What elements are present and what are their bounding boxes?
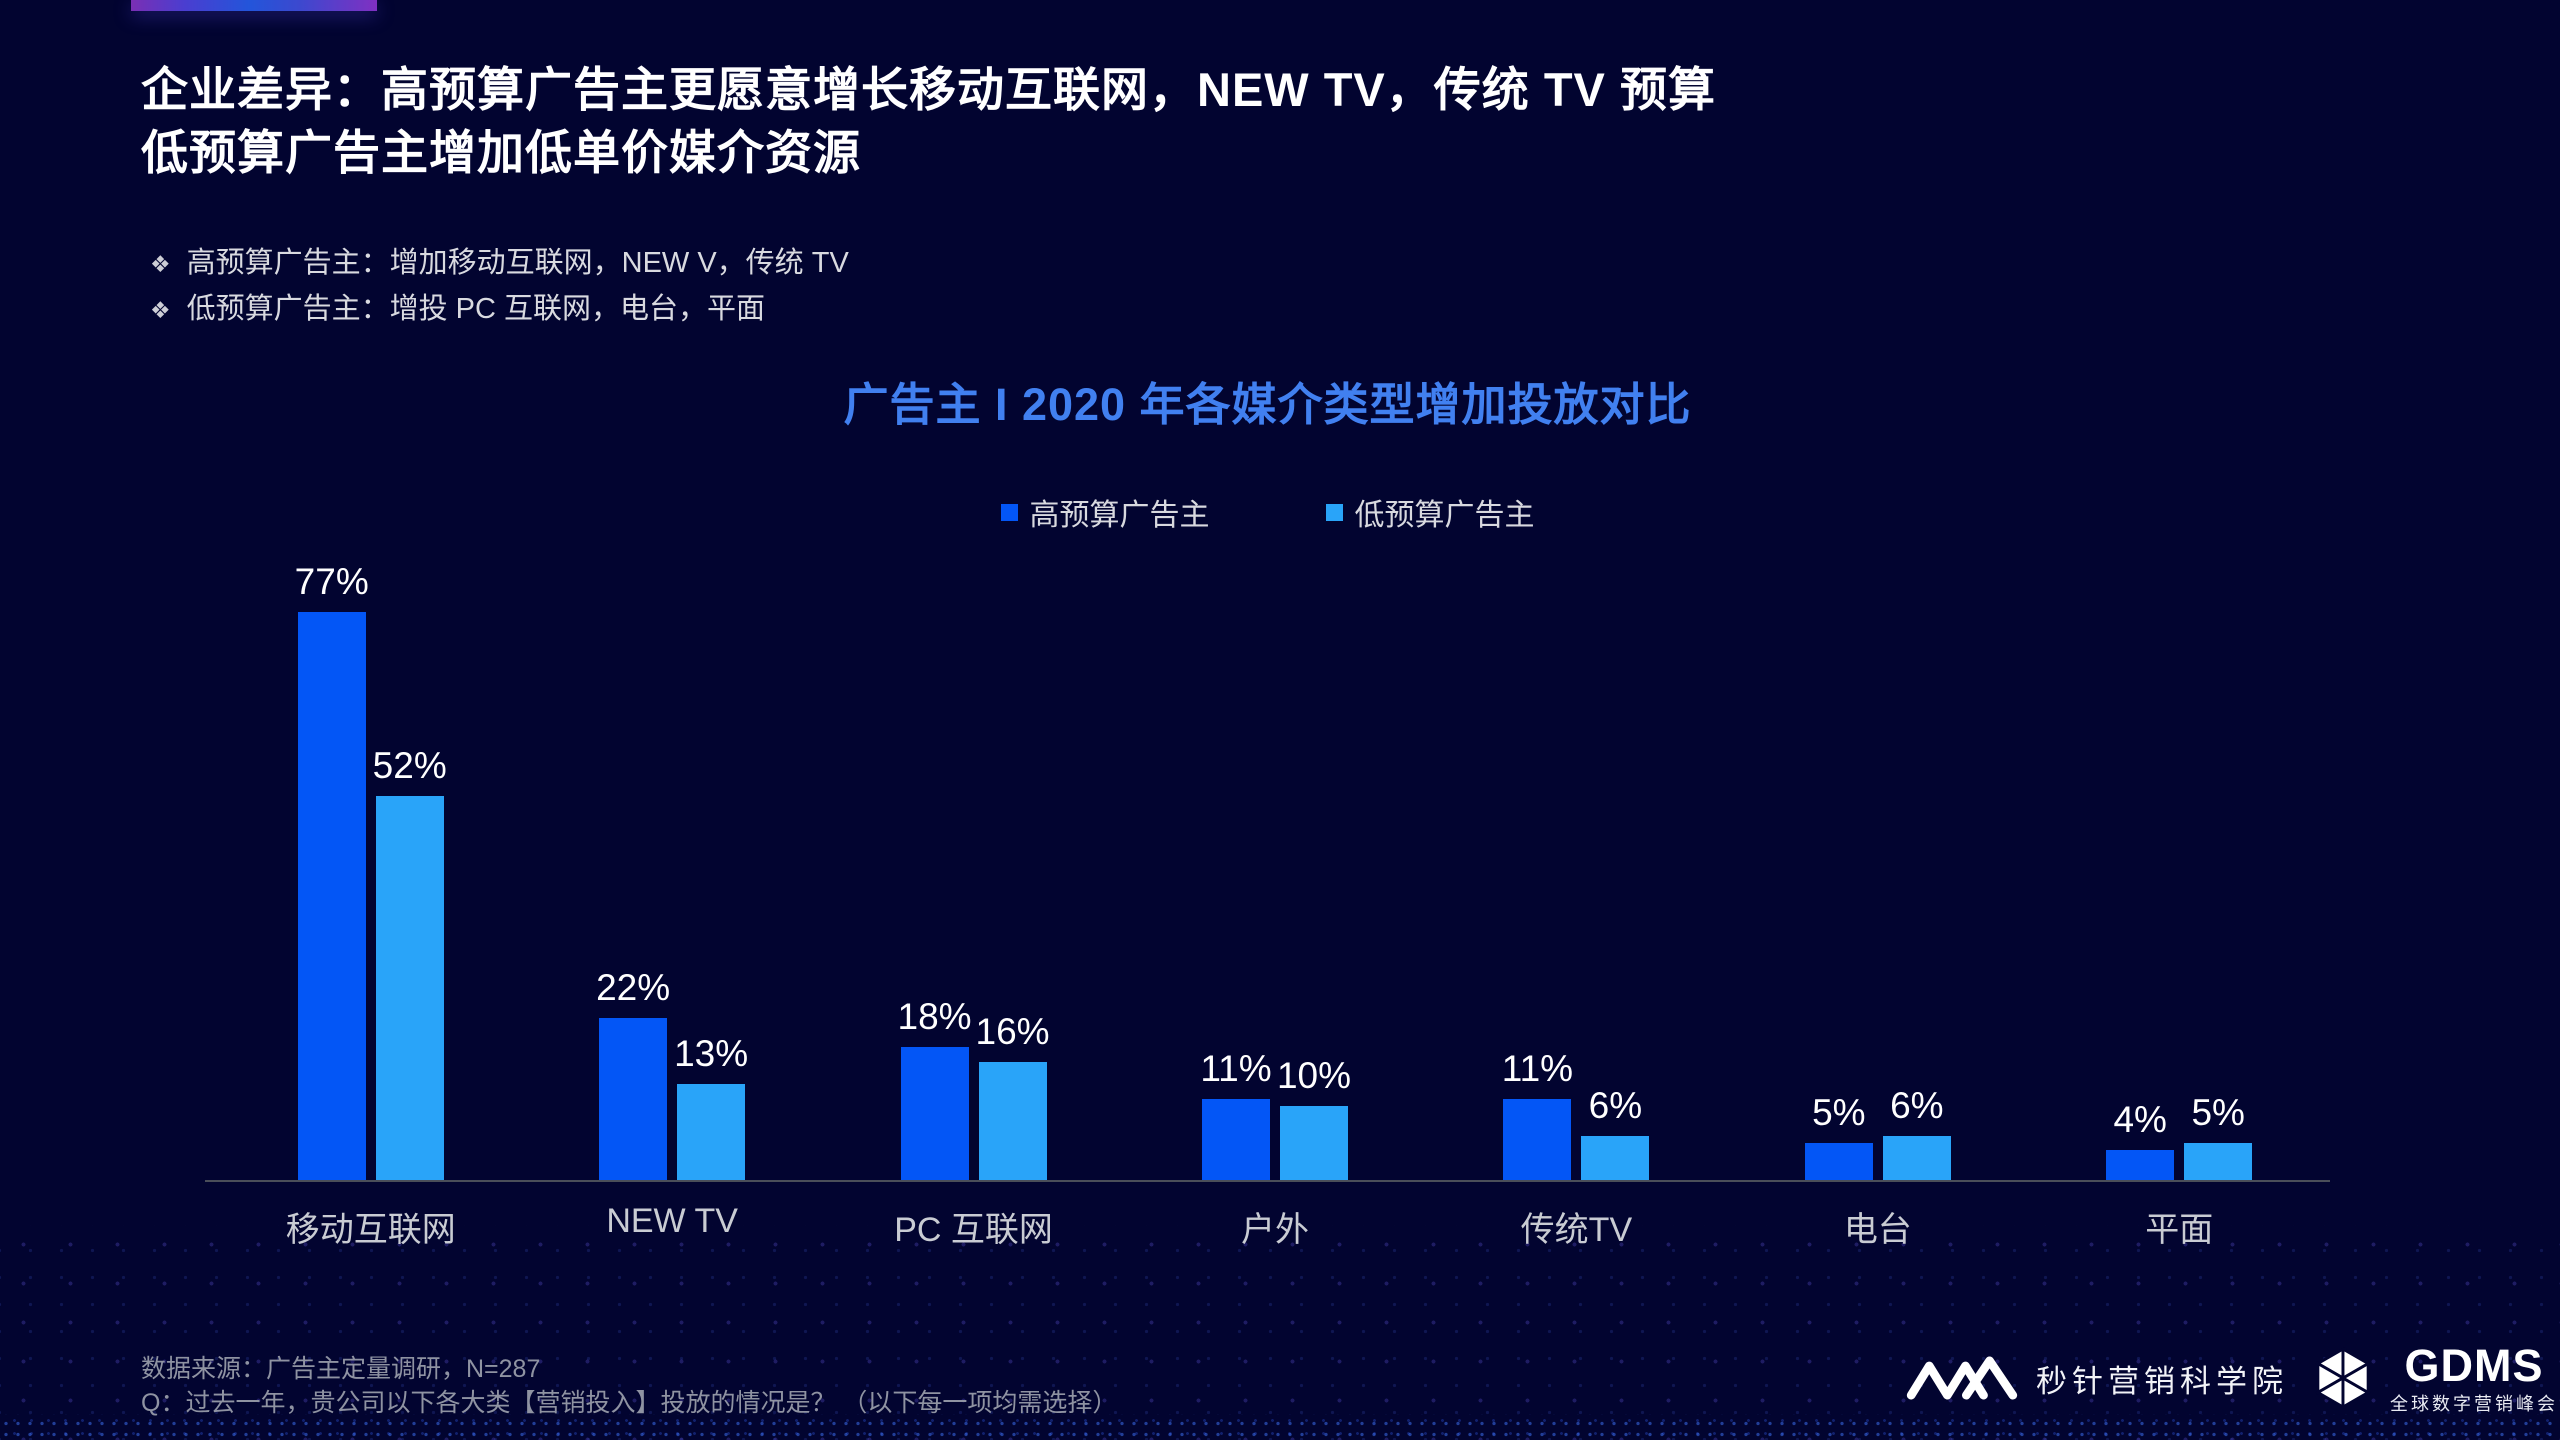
bar-value-label: 5% bbox=[2191, 1092, 2245, 1133]
diamond-bullet-icon: ❖ bbox=[150, 297, 171, 323]
bar-chart: 广告主 I 2020 年各媒介类型增加投放对比 高预算广告主 低预算广告主 77%… bbox=[205, 360, 2330, 1260]
category-label: 平面 bbox=[2145, 1211, 2214, 1249]
bar-group: 11% 10% bbox=[1124, 360, 1425, 1180]
bar-value-label: 22% bbox=[596, 967, 671, 1008]
bullet-text: 高预算广告主：增加移动互联网，NEW V，传统 TV bbox=[186, 247, 849, 279]
bar-group: 77% 52% bbox=[220, 360, 521, 1180]
bar-column: 6% bbox=[1882, 1085, 1951, 1180]
bar-rect bbox=[2184, 1143, 2253, 1180]
legend-swatch-icon bbox=[1000, 503, 1018, 521]
bar-column: 5% bbox=[2184, 1092, 2253, 1180]
category-label: PC 互联网 bbox=[894, 1211, 1053, 1249]
bar-value-label: 4% bbox=[2113, 1099, 2167, 1140]
bar-value-label: 10% bbox=[1276, 1055, 1351, 1096]
legend-item: 高预算广告主 bbox=[1000, 490, 1210, 534]
bullet-item: ❖ 高预算广告主：增加移动互联网，NEW V，传统 TV bbox=[150, 239, 849, 285]
bullet-text: 低预算广告主：增投 PC 互联网，电台，平面 bbox=[186, 293, 766, 325]
survey-question-note: Q：过去一年，贵公司以下各大类【营销投入】投放的情况是？ （以下每一项均需选择） bbox=[141, 1389, 1118, 1417]
gdms-hexagon-icon bbox=[2314, 1347, 2372, 1409]
x-axis-category-labels: 移动互联网 NEW TV PC 互联网 户外 传统TV 电台 平面 bbox=[220, 1202, 2330, 1251]
bar-rect bbox=[599, 1018, 668, 1180]
footer-notes: 数据来源：广告主定量调研，N=287 Q：过去一年，贵公司以下各大类【营销投入】… bbox=[141, 1352, 1117, 1420]
page-title-line-2: 低预算广告主增加低单价媒介资源 bbox=[141, 126, 861, 179]
category-label: 电台 bbox=[1843, 1211, 1912, 1249]
gdms-logo-unit: GDMS 全球数字营销峰会 bbox=[2314, 1343, 2558, 1413]
logo-strip: 秒针营销科学院 GDMS 全球数字营销峰会 bbox=[1906, 1340, 2560, 1416]
bar-rect bbox=[900, 1047, 969, 1180]
bar-column: 10% bbox=[1276, 1055, 1351, 1180]
bar-rect bbox=[297, 612, 366, 1180]
category-label: 传统TV bbox=[1520, 1211, 1633, 1249]
bar-rect bbox=[978, 1062, 1047, 1180]
bar-group: 11% 6% bbox=[1426, 360, 1727, 1180]
bar-group: 4% 5% bbox=[2029, 360, 2330, 1180]
bar-value-label: 18% bbox=[897, 996, 972, 1037]
bar-rect bbox=[375, 796, 444, 1180]
gdms-wordmark: GDMS bbox=[2404, 1340, 2544, 1391]
bar-column: 16% bbox=[975, 1011, 1050, 1180]
miaozhen-logo-unit: 秒针营销科学院 bbox=[1906, 1351, 2288, 1405]
legend-label: 低预算广告主 bbox=[1354, 499, 1535, 532]
chart-legend: 高预算广告主 低预算广告主 bbox=[205, 490, 2330, 534]
bar-column: 77% bbox=[294, 561, 369, 1180]
legend-label: 高预算广告主 bbox=[1029, 499, 1210, 532]
bar-value-label: 5% bbox=[1812, 1092, 1866, 1133]
legend-item: 低预算广告主 bbox=[1325, 490, 1535, 534]
category-label: 移动互联网 bbox=[285, 1211, 456, 1249]
miaozhen-zigzag-icon bbox=[1906, 1356, 2018, 1400]
bar-value-label: 6% bbox=[1588, 1085, 1643, 1126]
bar-rect bbox=[2106, 1150, 2175, 1180]
page-title: 企业差异：高预算广告主更愿意增长移动互联网，NEW TV，传统 TV 预算 低预… bbox=[141, 58, 2041, 184]
bar-value-label: 16% bbox=[975, 1011, 1050, 1052]
bar-column: 11% bbox=[1200, 1048, 1272, 1180]
bar-value-label: 77% bbox=[294, 561, 369, 602]
page-title-line-1: 企业差异：高预算广告主更愿意增长移动互联网，NEW TV，传统 TV 预算 bbox=[141, 63, 1716, 116]
chart-title: 广告主 I 2020 年各媒介类型增加投放对比 bbox=[843, 379, 1692, 430]
bar-column: 5% bbox=[1804, 1092, 1873, 1180]
bar-column: 13% bbox=[674, 1033, 749, 1180]
diamond-bullet-icon: ❖ bbox=[150, 251, 171, 277]
bar-rect bbox=[1503, 1099, 1572, 1180]
gdms-subtitle: 全球数字营销峰会 bbox=[2390, 1394, 2558, 1414]
bar-value-label: 52% bbox=[372, 745, 447, 786]
bar-column: 6% bbox=[1581, 1085, 1650, 1180]
miaozhen-label: 秒针营销科学院 bbox=[2036, 1363, 2288, 1399]
bar-group: 18% 16% bbox=[823, 360, 1124, 1180]
bar-column: 52% bbox=[372, 745, 447, 1180]
bar-value-label: 11% bbox=[1501, 1048, 1574, 1089]
bar-plot: 77% 52% 22% 13% 18% 16% 11% 10% 11% 6% 5% 6% 4% 5% bbox=[220, 360, 2330, 1180]
bar-column: 18% bbox=[897, 996, 972, 1180]
legend-swatch-icon bbox=[1325, 503, 1343, 521]
bullet-item: ❖ 低预算广告主：增投 PC 互联网，电台，平面 bbox=[150, 285, 849, 331]
bar-column: 4% bbox=[2106, 1099, 2175, 1180]
bar-column: 11% bbox=[1501, 1048, 1574, 1180]
bar-value-label: 6% bbox=[1890, 1085, 1944, 1126]
gdms-text-block: GDMS 全球数字营销峰会 bbox=[2390, 1343, 2558, 1413]
category-label: 户外 bbox=[1240, 1211, 1309, 1249]
bar-group: 5% 6% bbox=[1727, 360, 2028, 1180]
data-source-note: 数据来源：广告主定量调研，N=287 bbox=[141, 1355, 541, 1383]
bar-rect bbox=[1581, 1136, 1650, 1180]
bar-column: 22% bbox=[596, 967, 671, 1180]
bullet-list: ❖ 高预算广告主：增加移动互联网，NEW V，传统 TV ❖ 低预算广告主：增投… bbox=[150, 239, 849, 331]
accent-gradient-bar bbox=[131, 0, 377, 11]
bar-group: 22% 13% bbox=[521, 360, 822, 1180]
bar-rect bbox=[1279, 1106, 1348, 1180]
bar-value-label: 13% bbox=[674, 1033, 749, 1074]
bar-value-label: 11% bbox=[1200, 1048, 1272, 1089]
x-axis-line bbox=[205, 1180, 2330, 1182]
bar-rect bbox=[1804, 1143, 1873, 1180]
bar-rect bbox=[1201, 1099, 1270, 1180]
category-label: NEW TV bbox=[606, 1202, 738, 1240]
bar-rect bbox=[1882, 1136, 1951, 1180]
bar-rect bbox=[677, 1084, 746, 1180]
